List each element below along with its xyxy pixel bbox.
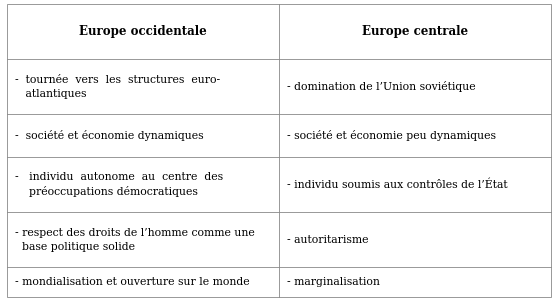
Text: - respect des droits de l’homme comme une
  base politique solide: - respect des droits de l’homme comme un… [15, 228, 255, 252]
Text: - individu soumis aux contrôles de l’État: - individu soumis aux contrôles de l’Éta… [287, 179, 508, 190]
Text: -  société et économie dynamiques: - société et économie dynamiques [15, 130, 204, 141]
Text: - marginalisation: - marginalisation [287, 278, 380, 287]
Text: Europe occidentale: Europe occidentale [79, 25, 206, 38]
Text: -  tournée  vers  les  structures  euro-
   atlantiques: - tournée vers les structures euro- atla… [15, 75, 220, 98]
Text: Europe centrale: Europe centrale [362, 25, 468, 38]
Text: -   individu  autonome  au  centre  des
    préoccupations démocratiques: - individu autonome au centre des préocc… [15, 172, 223, 197]
Text: - autoritarisme: - autoritarisme [287, 235, 369, 245]
Text: - mondialisation et ouverture sur le monde: - mondialisation et ouverture sur le mon… [15, 278, 249, 287]
Text: - domination de l’Union soviétique: - domination de l’Union soviétique [287, 81, 476, 92]
Text: - société et économie peu dynamiques: - société et économie peu dynamiques [287, 130, 497, 141]
